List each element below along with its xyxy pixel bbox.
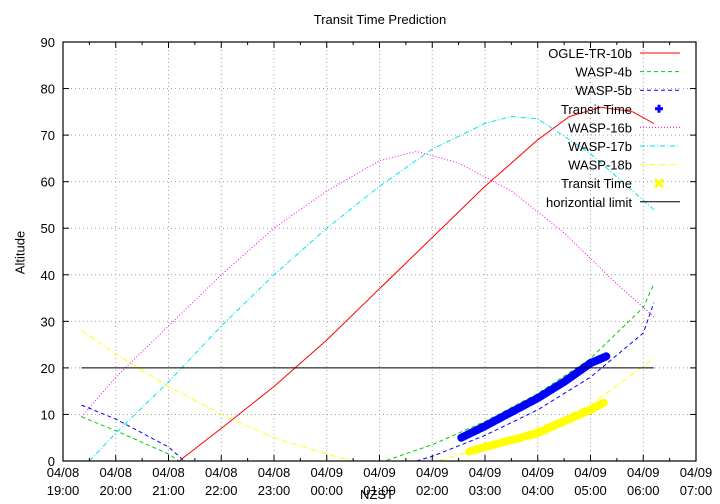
series-line-wasp-17b [89, 115, 655, 462]
x-tick-time: 02:00 [416, 483, 449, 498]
y-tick-label: 50 [41, 221, 55, 236]
legend-label: WASP-17b [568, 139, 632, 154]
x-tick-time: 04:00 [521, 483, 554, 498]
x-tick-time: 05:00 [574, 483, 607, 498]
legend-plus-marker-icon [655, 104, 663, 113]
legend-label: WASP-5b [575, 83, 632, 98]
legend-label: WASP-16b [568, 120, 632, 135]
y-tick-label: 10 [41, 407, 55, 422]
x-tick-date: 04/09 [627, 465, 660, 480]
axis-ticks: 0 10 20 30 40 50 60 70 80 90 04/08 19:00 04/08 20:00 0… [41, 35, 713, 498]
series-line-ogle-tr-10b [178, 106, 655, 462]
x-tick-date: 04/09 [469, 465, 502, 480]
x-tick-date: 04/08 [205, 465, 238, 480]
x-tick-time: 21:00 [152, 483, 185, 498]
x-tick-time: 19:00 [47, 483, 80, 498]
x-tick-date: 04/09 [310, 465, 343, 480]
y-tick-label: 90 [41, 35, 55, 50]
series-line-wasp-18b [81, 330, 655, 462]
x-tick-time: 01:00 [363, 483, 396, 498]
y-tick-label: 30 [41, 314, 55, 329]
x-tick-time: 00:00 [310, 483, 343, 498]
transit-time-band [465, 398, 608, 456]
x-tick-date: 04/09 [363, 465, 396, 480]
x-tick-date: 04/08 [99, 465, 132, 480]
x-tick-date: 04/09 [416, 465, 449, 480]
y-tick-label: 20 [41, 361, 55, 376]
x-axis-label: NZST [360, 487, 394, 502]
x-tick-date: 04/08 [258, 465, 291, 480]
x-tick-time: 22:00 [205, 483, 238, 498]
x-tick-time: 23:00 [258, 483, 291, 498]
x-tick-date: 04/08 [47, 465, 80, 480]
x-tick-date: 04/09 [521, 465, 554, 480]
x-tick-time: 03:00 [469, 483, 502, 498]
y-tick-label: 70 [41, 128, 55, 143]
legend: OGLE-TR-10b WASP-4b WASP-5b Transit Time WAS… [546, 46, 680, 210]
x-tick-time: 20:00 [99, 483, 132, 498]
y-tick-label: 0 [48, 454, 55, 469]
legend-label: OGLE-TR-10b [548, 46, 632, 61]
x-tick-time: 06:00 [627, 483, 660, 498]
legend-label: horizontial limit [546, 195, 632, 210]
legend-label: WASP-18b [568, 158, 632, 173]
transit-time-band [457, 352, 611, 442]
y-tick-label: 80 [41, 82, 55, 97]
legend-x-marker-icon [653, 178, 665, 189]
x-tick-date: 04/09 [574, 465, 607, 480]
x-tick-date: 04/08 [152, 465, 185, 480]
y-tick-label: 40 [41, 268, 55, 283]
series-line-wasp-4b [81, 283, 655, 462]
x-tick-date: 04/09 [680, 465, 713, 480]
x-tick-time: 07:00 [680, 483, 713, 498]
legend-label: Transit Time [561, 102, 632, 117]
legend-label: Transit Time [561, 176, 632, 191]
chart-title: Transit Time Prediction [313, 12, 447, 27]
legend-label: WASP-4b [575, 65, 632, 80]
y-tick-label: 60 [41, 175, 55, 190]
